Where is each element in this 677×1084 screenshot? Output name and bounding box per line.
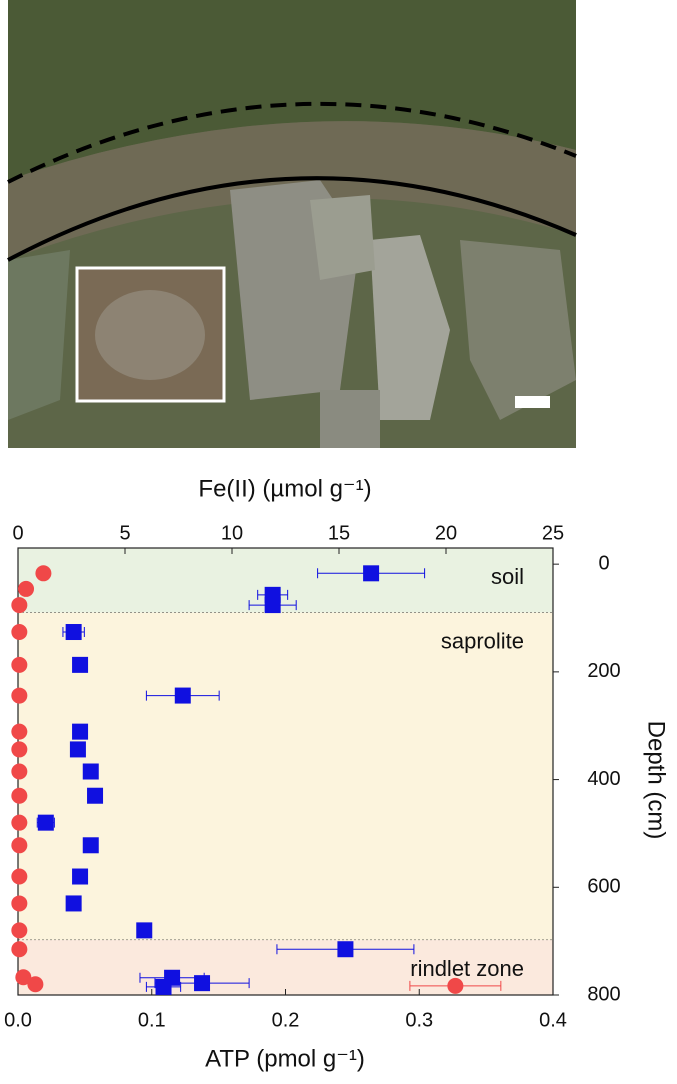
chart: soil saprolite rindlet zone 0.0 0.1 0.2 0.3 0.4…	[4, 522, 621, 1031]
x2-tick-label: 0	[12, 522, 23, 544]
data-point	[11, 941, 28, 958]
data-point	[11, 895, 28, 912]
data-point	[27, 976, 44, 993]
solid-boundary	[7, 176, 577, 262]
right-axis-label: Depth (cm)	[643, 721, 670, 840]
zone-band	[18, 612, 553, 941]
x-tick-label: 0.1	[138, 1009, 166, 1031]
data-point	[264, 597, 281, 614]
y-tick-label: 400	[587, 768, 620, 790]
data-point	[69, 741, 86, 758]
data-point	[35, 565, 52, 582]
field-photo	[7, 0, 577, 448]
top-axis-label: Fe(II) (µmol g⁻¹)	[198, 475, 371, 502]
zone-label: rindlet zone	[410, 956, 524, 981]
x2-tick-label: 15	[328, 522, 350, 544]
data-point	[65, 624, 82, 641]
x2-tick-label: 20	[435, 522, 457, 544]
rock	[8, 250, 70, 420]
rock	[310, 195, 375, 280]
y-tick-label: 800	[587, 983, 620, 1005]
data-point	[87, 787, 104, 804]
scale-bar	[515, 396, 550, 408]
y-tick-label: 200	[587, 660, 620, 682]
data-point	[18, 580, 35, 597]
x-tick-label: 0.0	[4, 1009, 32, 1031]
data-point	[363, 565, 380, 582]
data-point	[65, 895, 82, 912]
data-point	[11, 723, 28, 740]
y-tick-label: 600	[587, 876, 620, 898]
data-point	[194, 975, 211, 992]
x2-tick-label: 25	[542, 522, 564, 544]
data-point	[11, 624, 28, 641]
data-point	[11, 814, 28, 831]
data-point	[11, 922, 28, 939]
data-point	[82, 837, 99, 854]
x-tick-label: 0.4	[539, 1009, 567, 1031]
inset-rindlets	[95, 290, 205, 380]
rock	[320, 390, 380, 448]
data-point	[11, 787, 28, 804]
data-point	[72, 723, 89, 740]
data-point	[447, 977, 464, 994]
rock	[370, 235, 450, 420]
data-point	[11, 763, 28, 780]
data-point	[82, 763, 99, 780]
x2-tick-label: 5	[119, 522, 130, 544]
bottom-axis-label: ATP (pmol g⁻¹)	[205, 1045, 365, 1072]
data-point	[11, 597, 28, 614]
zone-band	[18, 548, 553, 613]
zone-label: saprolite	[441, 628, 524, 653]
x2-tick-label: 10	[221, 522, 243, 544]
zone-label: soil	[491, 564, 524, 589]
rock	[460, 240, 576, 420]
data-point	[15, 969, 32, 986]
data-point	[155, 978, 172, 995]
x-tick-label: 0.2	[272, 1009, 300, 1031]
dashed-boundary	[7, 101, 577, 184]
data-point	[11, 741, 28, 758]
data-point	[337, 941, 354, 958]
data-point	[11, 656, 28, 673]
vegetation	[8, 0, 576, 180]
data-point	[136, 922, 153, 939]
data-point	[72, 656, 89, 673]
y-tick-label: 0	[598, 552, 609, 574]
data-point	[11, 687, 28, 704]
data-point	[37, 814, 54, 831]
x-tick-label: 0.3	[405, 1009, 433, 1031]
data-point	[72, 868, 89, 885]
data-point	[11, 868, 28, 885]
data-point	[11, 837, 28, 854]
data-point	[174, 687, 191, 704]
